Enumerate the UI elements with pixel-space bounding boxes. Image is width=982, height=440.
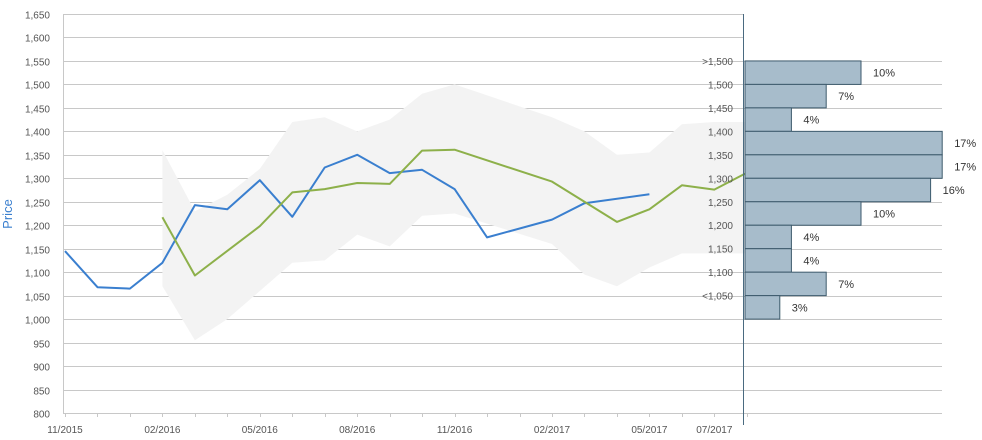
y-tick-label: 1,350 [25,152,50,163]
y-axis-label: Price [0,199,15,229]
histogram-bar [744,248,792,273]
histogram-bin-label: 1,100 [708,268,733,279]
y-tick-label: 1,650 [25,11,50,22]
forecast-range-area [162,84,747,341]
x-tick-label: 05/2016 [242,425,279,436]
x-tick-label: 11/2016 [437,425,473,436]
histogram-bin-label: 1,350 [708,151,733,162]
y-tick-label: 1,400 [25,128,50,139]
y-tick-label: 1,550 [25,58,50,69]
forecast-range-band [162,84,747,341]
y-tick-label: 1,300 [25,175,50,186]
histogram-bar [744,154,943,179]
histogram-percent-label: 4% [803,255,819,267]
histogram-bar [744,130,943,156]
histogram-bin-label: 1,150 [708,245,733,256]
x-tick-label: 02/2016 [144,425,181,436]
series-lines [64,148,748,290]
y-tick-label: 900 [33,363,50,374]
histogram-percent-label: 16% [943,185,965,197]
y-tick-label: 1,500 [25,81,50,92]
histogram-percent-label: 4% [803,232,819,244]
y-tick-label: 800 [33,410,50,421]
blue-price-line [64,153,650,290]
histogram-percent-label: 3% [792,302,808,314]
histogram-bar [744,201,862,226]
histogram-bin-label: 1,300 [708,174,733,185]
y-tick-label: 1,600 [25,34,50,45]
y-tick-label: 1,250 [25,199,50,210]
y-tick-label: 1,200 [25,222,50,233]
x-tick-label: 02/2017 [534,425,571,436]
histogram-percent-label: 10% [873,68,895,80]
histogram-percent-label: 4% [803,115,819,127]
y-tick-label: 950 [33,340,50,351]
histogram-bin-label: 1,500 [708,80,733,91]
y-tick-label: 1,050 [25,293,50,304]
x-tick-label: 05/2017 [631,425,668,436]
histogram-bin-label: 1,400 [708,127,733,138]
histogram-percent-label: 7% [838,91,854,103]
histogram-bin-label: 1,450 [708,104,733,115]
histogram-percent-label: 7% [838,279,854,291]
histogram-percent-label: 17% [954,138,976,150]
x-tick-label: 11/2015 [47,425,83,436]
x-tick-label: 07/2017 [696,425,733,436]
distribution-histogram: >1,500 10% 1,500 7% 1,450 4% 1,400 17% 1,350 17% 1… [702,57,976,320]
green-price-line [161,148,748,277]
histogram-bin-label: <1,050 [702,292,733,303]
histogram-bin-label: 1,200 [708,221,733,232]
y-tick-label: 1,100 [25,269,50,280]
histogram-bar [744,271,827,297]
y-tick-label: 1,450 [25,105,50,116]
histogram-bar [744,224,792,250]
y-tick-label: 1,150 [25,246,50,257]
axes: 800 850 900 950 1,000 1,050 1,100 1,150 1,200 1,2… [25,11,748,436]
histogram-bar [744,60,862,85]
histogram-percent-label: 10% [873,209,895,221]
histogram-bar [744,177,932,203]
y-tick-label: 1,000 [25,316,50,327]
histogram-bar [744,107,792,132]
y-tick-label: 850 [33,387,50,398]
histogram-bin-label: >1,500 [702,57,733,68]
histogram-bar [744,295,781,320]
histogram-percent-label: 17% [954,162,976,174]
histogram-bin-label: 1,250 [708,198,733,209]
x-tick-label: 08/2016 [339,425,376,436]
histogram-bar [744,83,827,109]
